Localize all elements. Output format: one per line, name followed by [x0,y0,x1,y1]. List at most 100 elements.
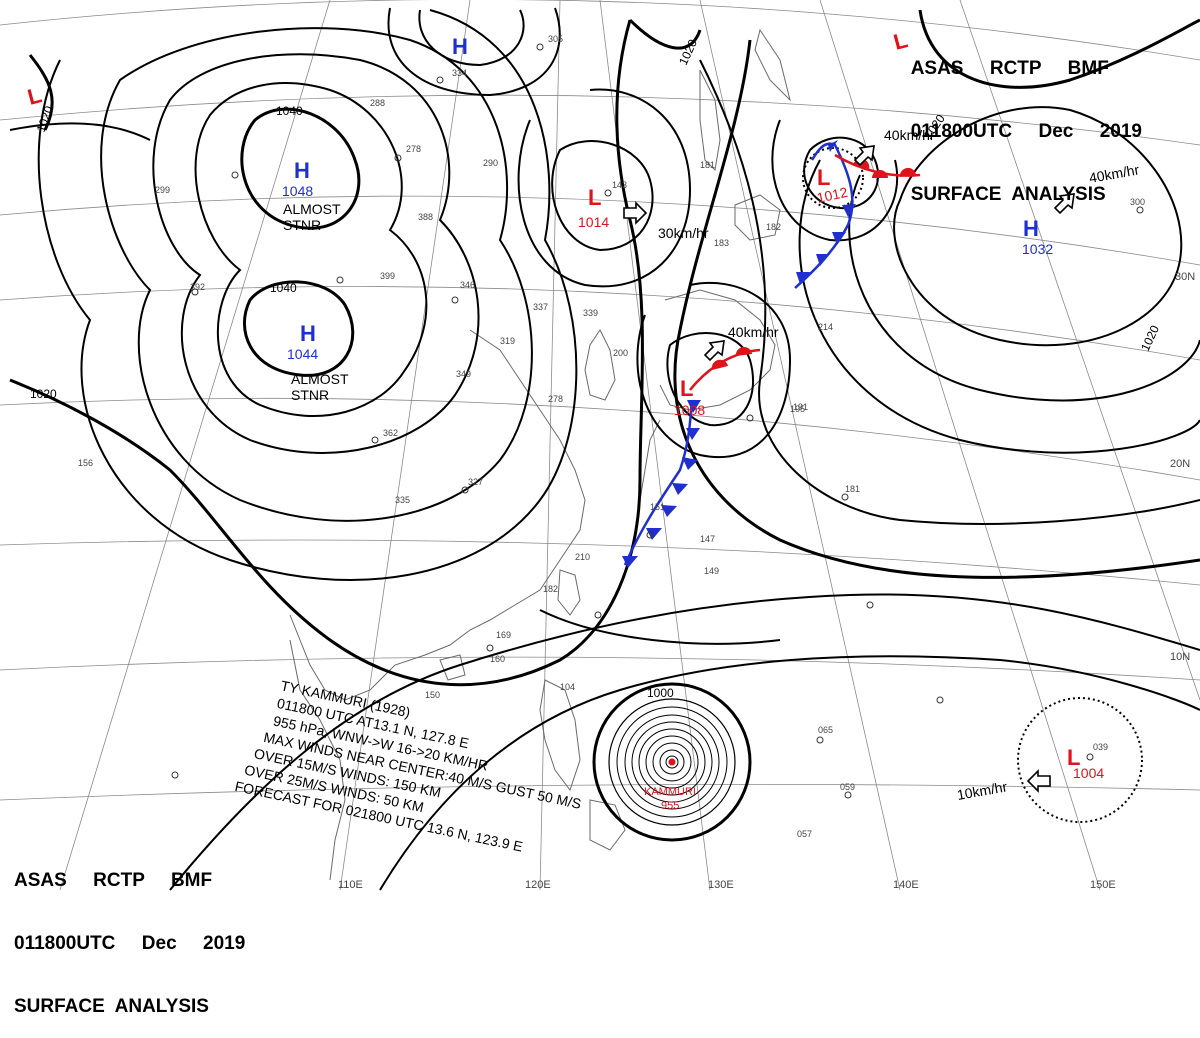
header-agency: ASAS RCTP BMF [910,58,1109,79]
station-report: 337 [533,302,548,312]
isobar-low-1012 [803,136,880,210]
kamchatka [754,28,791,102]
front-semicircle [735,346,752,356]
isobar-south-1 [169,593,1200,891]
station-marker [816,736,824,744]
station-report: 160 [490,654,505,664]
station-report: 334 [452,68,467,78]
isobar-label: 1020 [1138,323,1162,353]
typhoon-ring-10 [665,755,679,769]
header-product: SURFACE ANALYSIS [910,184,1106,205]
front-triangle [842,204,856,217]
front-semicircle [711,359,728,370]
header-bottom: ASAS RCTP BMF 011800UTC Dec 2019 SURFACE… [14,828,245,1038]
isobar-east-ring [699,59,1200,525]
station-marker [536,43,544,51]
arrow-northeast-icon [1053,193,1075,215]
station-report: 151 [650,502,665,512]
station-report: 339 [583,308,598,318]
cold-front-triangles [622,140,856,568]
lon-line-110e [339,0,471,891]
station-marker [231,171,239,179]
high-pressure-value: 1044 [287,346,318,362]
mindanao [589,799,626,851]
station-report: 149 [704,566,719,576]
station-marker [936,696,944,704]
lat-line-5n [0,783,1200,801]
typhoon-ring-5 [631,721,713,803]
isobar-1020-west [9,19,644,687]
motion-circles [802,147,1143,823]
station-report: 327 [468,477,483,487]
station-report: 059 [840,782,855,792]
station-report: 300 [1130,197,1145,207]
station-marker [604,189,612,197]
motion-label: 40km/hr [884,127,935,143]
isobar-south-3 [539,609,781,645]
lon-line-160e [959,0,1200,701]
low-pressure-value: 1008 [674,402,705,418]
front-triangle [816,254,830,266]
station-report: 388 [418,212,433,222]
isobar-north-h [418,9,525,67]
low-symbol: L [1067,745,1080,770]
station-report: 362 [383,428,398,438]
taiwan [557,569,581,616]
low-pressure-value: 1004 [1073,765,1104,781]
system-note-line: ALMOST [291,371,349,387]
lat-line-20n [0,397,1200,481]
station-report: 349 [456,369,471,379]
header-issued: 011800UTC Dec 2019 [910,121,1142,142]
station-report: 214 [818,322,833,332]
high-pressure-value: 1032 [1022,241,1053,257]
isobar-ring-d [37,9,578,581]
china-coast [289,329,586,701]
front-triangle [646,528,662,540]
station-marker [371,436,379,444]
high-symbol: H [1023,216,1039,241]
cold-front-line [623,399,694,566]
motion-label: 10km/hr [956,778,1009,803]
typhoon-pressure: 955 [661,800,679,812]
front-triangle [687,400,701,413]
isobar-1048-center [240,107,361,230]
lat-line-10n [0,656,1200,681]
hainan [439,654,466,681]
motion-label: 40km/hr [728,324,779,340]
lat-line-15n [0,539,1200,586]
station-report: 305 [548,34,563,44]
header-product: SURFACE ANALYSIS [14,996,209,1017]
station-report: 288 [370,98,385,108]
station-marker [394,154,402,162]
station-report: 319 [500,336,515,346]
front-triangle [661,505,677,517]
motion-label: 30km/hr [658,225,709,241]
system-note-line: STNR [283,217,321,233]
isobars [9,7,1200,891]
typhoon-ring-7 [645,735,699,789]
isobar-ring-e [9,122,151,141]
typhoon-center-dot [668,758,676,766]
station-marker [646,531,654,539]
station-marker [336,276,344,284]
station-report: 335 [395,495,410,505]
isobar-label: 1040 [276,104,303,118]
isobar-low-1012-outer [771,119,899,242]
typhoon-ring-4 [624,714,720,810]
header-top: ASAS RCTP BMF 011800UTC Dec 2019 SURFACE… [911,16,1142,226]
lon-label: 120E [525,879,551,891]
station-marker [461,486,469,494]
typhoon-ring-2 [608,698,736,826]
arrow-northeast-icon [703,340,725,362]
station-report: 399 [380,271,395,281]
luzon [539,679,581,792]
indochina [289,639,346,881]
front-semicircle [872,170,888,178]
high-symbol: H [452,34,468,59]
japan-hokkaido [734,194,781,241]
front-triangle [672,483,688,495]
high-symbol: H [300,321,316,346]
motion-arrows [623,145,1075,793]
typhoon-ring-3 [616,706,728,818]
low-symbol: L [588,185,601,210]
